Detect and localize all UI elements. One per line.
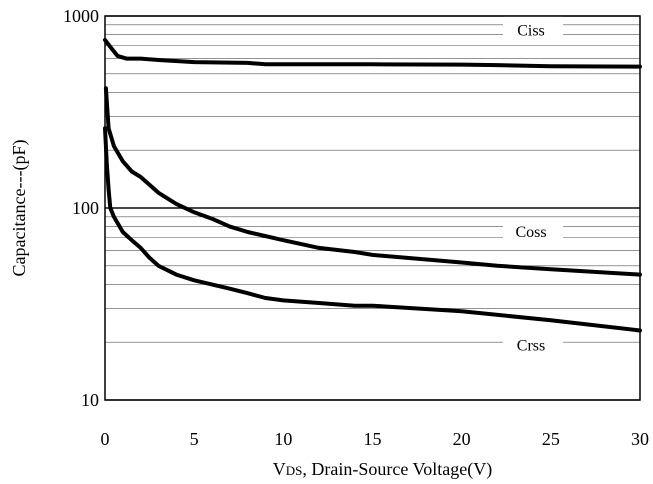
x-tick-label: 0 xyxy=(101,429,110,449)
tick-label-layer: 0 5 10 15 20 25 30 10 100 1000 xyxy=(63,6,649,449)
series-line-crss xyxy=(103,126,642,333)
series-line-coss xyxy=(103,86,642,277)
series-label-coss: Coss xyxy=(515,224,546,241)
series-layer xyxy=(103,38,642,333)
series-label-box xyxy=(503,16,563,41)
y-tick-label: 100 xyxy=(72,198,99,218)
plot-frame xyxy=(104,15,641,401)
series-label-box xyxy=(503,331,563,356)
grid-layer xyxy=(105,15,640,401)
x-tick-label: 15 xyxy=(364,429,382,449)
series-label-layer: Ciss Coss Crss xyxy=(503,16,563,356)
x-tick-label: 10 xyxy=(274,429,292,449)
y-axis-title: Capacitance---(pF) xyxy=(9,140,30,277)
series-label-box xyxy=(503,217,563,242)
x-tick-label: 20 xyxy=(453,429,471,449)
x-axis-title: VDS, Drain-Source Voltage(V) xyxy=(273,459,492,480)
series-label-ciss: Ciss xyxy=(517,23,545,40)
y-tick-label: 10 xyxy=(81,390,99,410)
y-tick-label: 1000 xyxy=(63,6,99,26)
series-line-ciss xyxy=(103,38,642,69)
series-label-crss: Crss xyxy=(517,337,545,354)
x-tick-label: 30 xyxy=(631,429,649,449)
x-tick-label: 25 xyxy=(542,429,560,449)
x-tick-label: 5 xyxy=(190,429,199,449)
